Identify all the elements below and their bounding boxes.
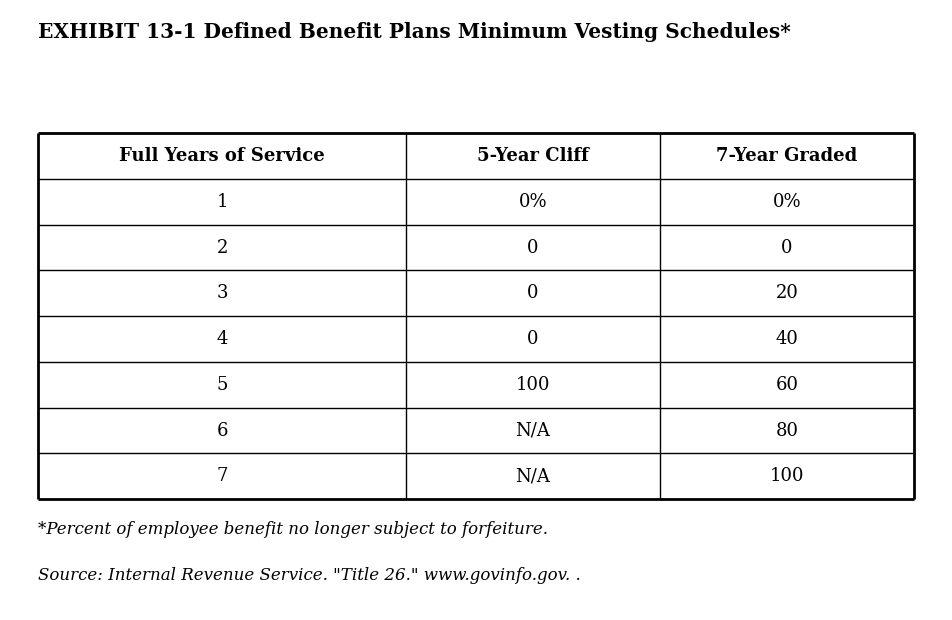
Text: 7-Year Graded: 7-Year Graded	[716, 147, 858, 165]
Text: 40: 40	[776, 330, 799, 348]
Text: 0%: 0%	[773, 193, 802, 211]
Text: 3: 3	[216, 285, 228, 303]
Text: 0: 0	[527, 239, 539, 257]
Text: 100: 100	[516, 376, 550, 394]
Text: *Percent of employee benefit no longer subject to forfeiture.: *Percent of employee benefit no longer s…	[38, 521, 548, 538]
Text: 1: 1	[216, 193, 228, 211]
Text: 80: 80	[776, 422, 799, 440]
Text: EXHIBIT 13-1 Defined Benefit Plans Minimum Vesting Schedules*: EXHIBIT 13-1 Defined Benefit Plans Minim…	[38, 22, 791, 42]
Text: 0: 0	[782, 239, 793, 257]
Text: 7: 7	[216, 467, 228, 485]
Text: Source: Internal Revenue Service. "Title 26." www.govinfo.gov. .: Source: Internal Revenue Service. "Title…	[38, 567, 581, 584]
Text: N/A: N/A	[515, 467, 550, 485]
Text: Full Years of Service: Full Years of Service	[119, 147, 325, 165]
Text: 2: 2	[216, 239, 228, 257]
Text: 4: 4	[216, 330, 228, 348]
Text: 6: 6	[216, 422, 228, 440]
Text: 60: 60	[776, 376, 799, 394]
Text: 0: 0	[527, 285, 539, 303]
Text: 5-Year Cliff: 5-Year Cliff	[477, 147, 589, 165]
Text: N/A: N/A	[515, 422, 550, 440]
Text: 0%: 0%	[519, 193, 547, 211]
Text: 0: 0	[527, 330, 539, 348]
Text: 100: 100	[769, 467, 804, 485]
Text: 5: 5	[216, 376, 228, 394]
Text: 20: 20	[776, 285, 799, 303]
